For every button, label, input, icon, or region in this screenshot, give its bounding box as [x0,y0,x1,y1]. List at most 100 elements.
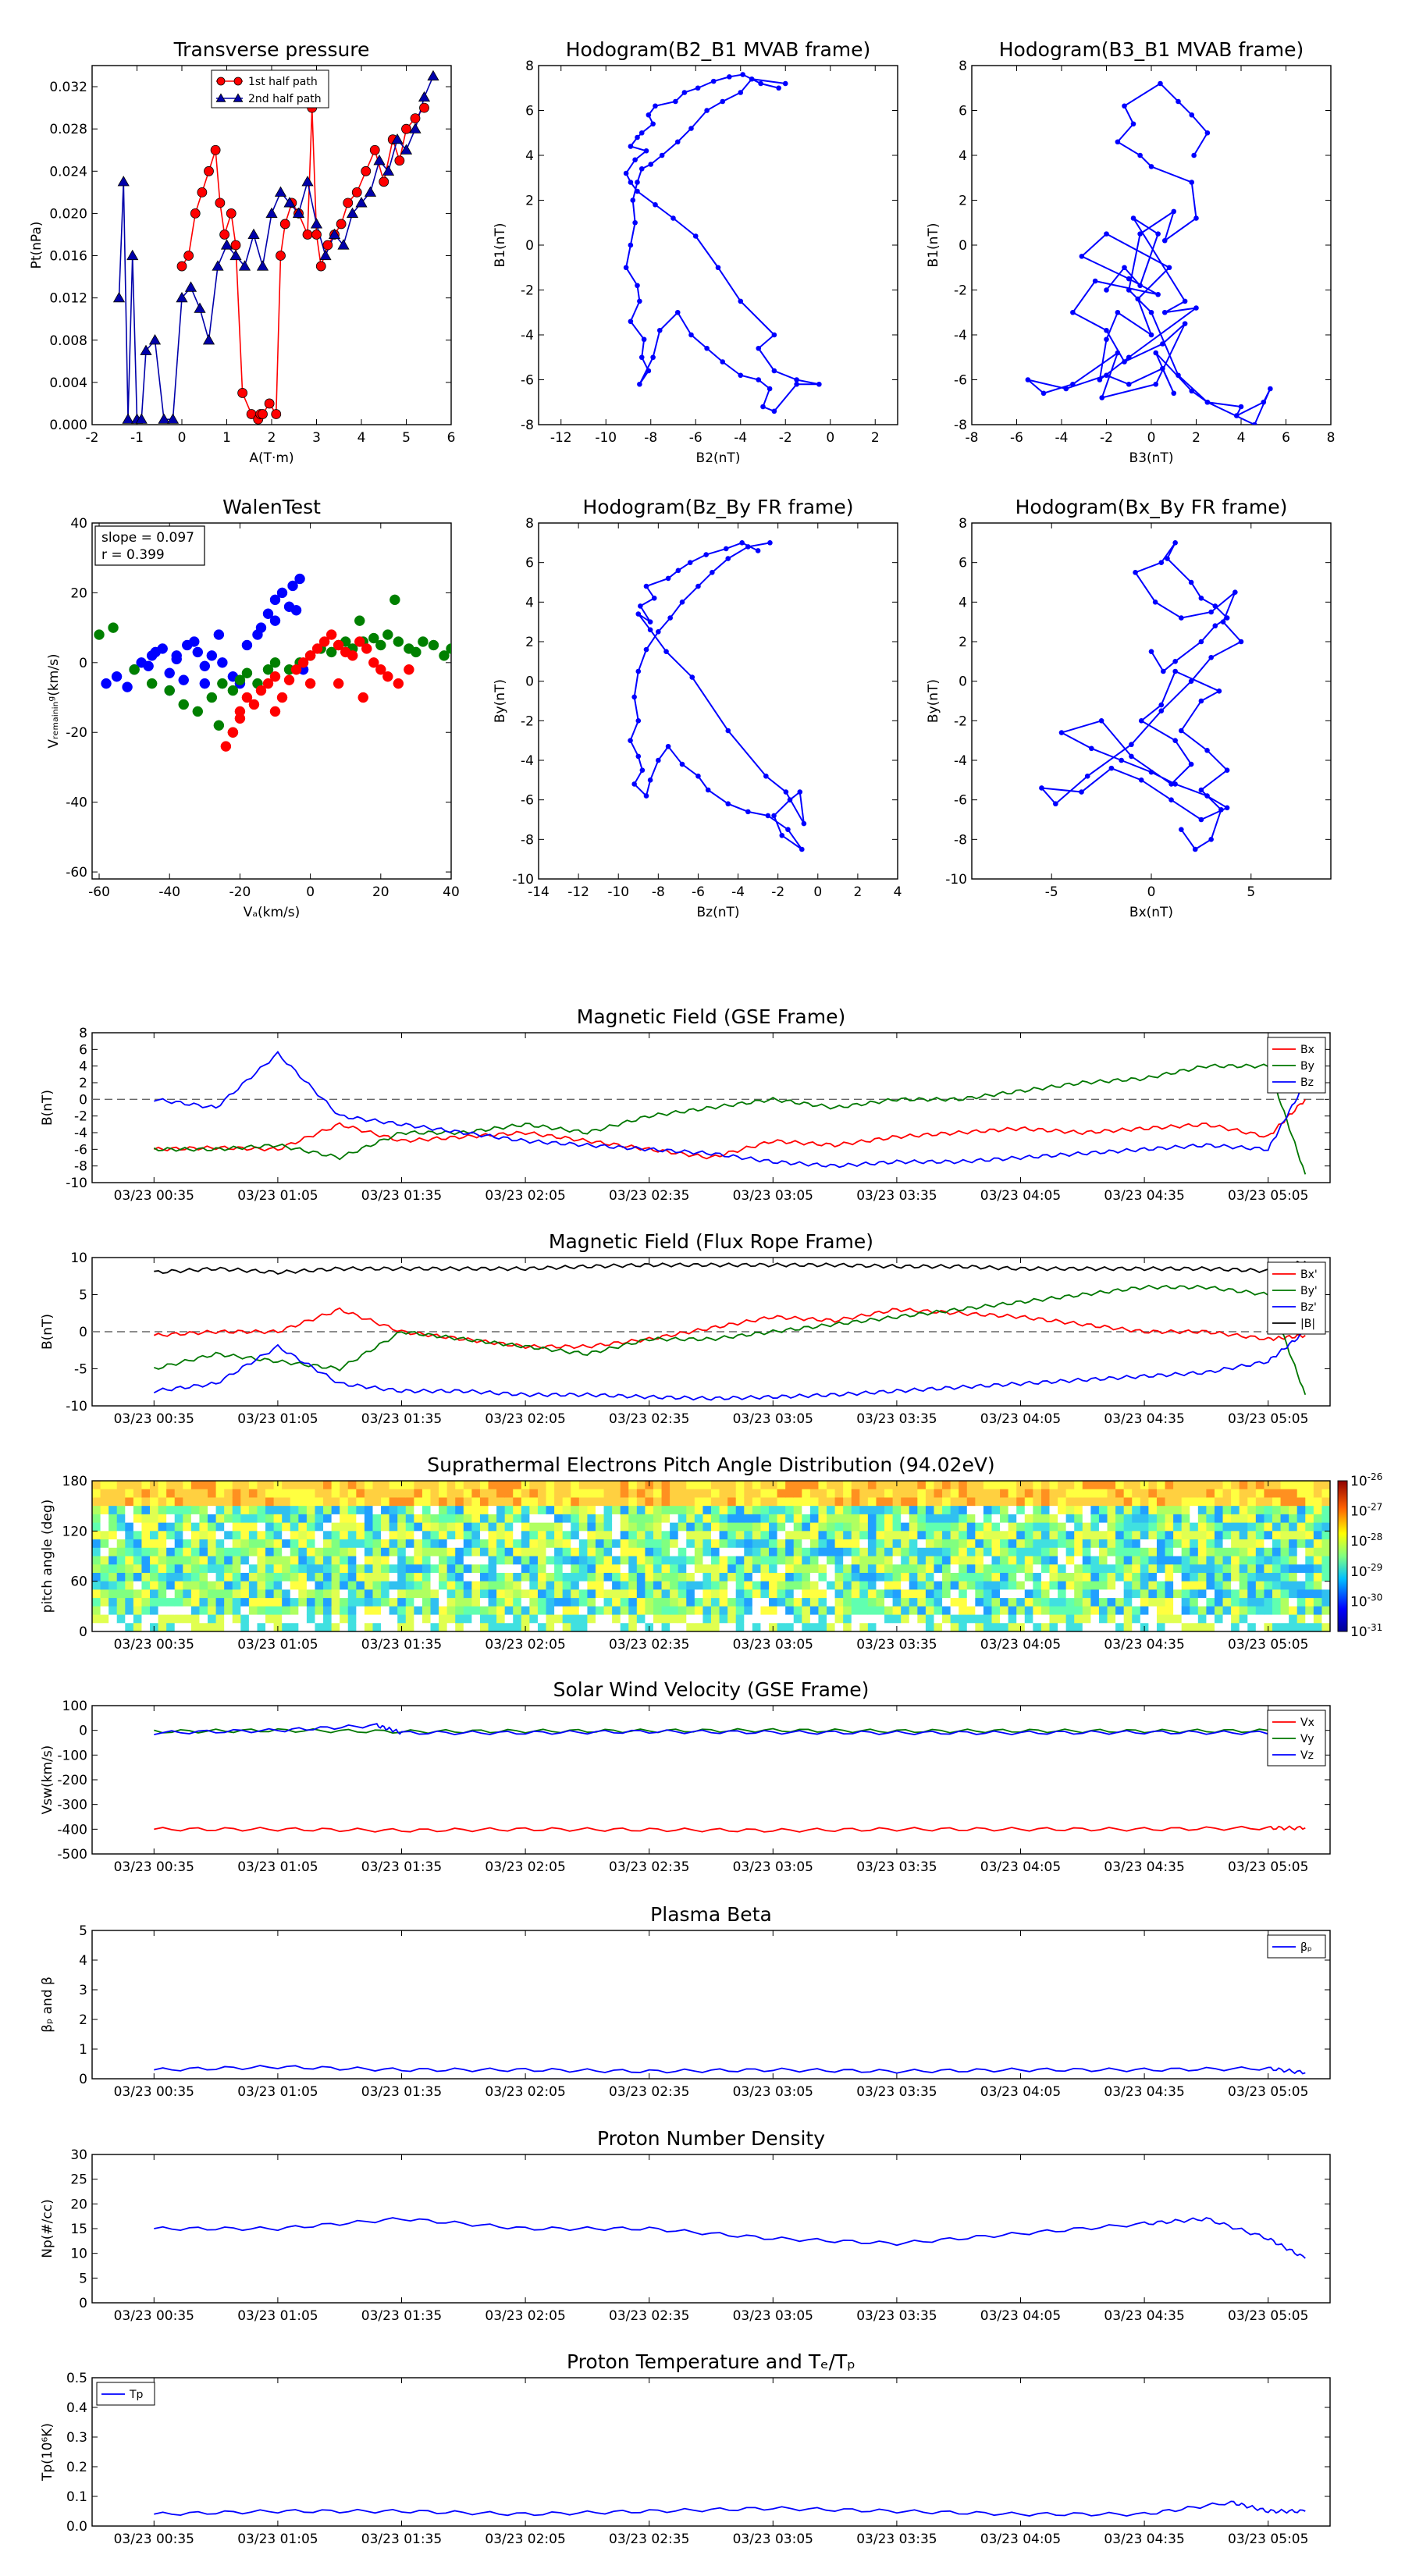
heatmap-cell [1255,1497,1264,1507]
heatmap-cell [323,1547,333,1557]
heatmap-cell [595,1589,605,1599]
heatmap-cell [546,1564,555,1574]
data-point [628,180,634,185]
heatmap-cell [446,1539,456,1549]
heatmap-cell [1305,1514,1314,1524]
heatmap-cell [1107,1547,1116,1557]
heatmap-cell [620,1556,629,1565]
heatmap-cell [537,1481,547,1490]
heatmap-cell [1107,1531,1116,1540]
heatmap-cell [215,1539,225,1549]
heatmap-cell [1058,1547,1067,1557]
heatmap-cell [909,1606,918,1616]
heatmap-cell [306,1556,315,1565]
heatmap-cell [777,1506,786,1515]
heatmap-cell [1148,1514,1158,1524]
heatmap-cell [702,1481,712,1490]
heatmap-cell [537,1589,547,1599]
heatmap-cell [108,1481,118,1490]
heatmap-cell [315,1489,324,1498]
heatmap-cell [455,1572,464,1582]
heatmap-cell [1074,1514,1083,1524]
heatmap-cell [1115,1506,1125,1515]
heatmap-cell [1033,1581,1042,1590]
heatmap-cell [975,1556,984,1565]
y-tick-label: 30 [70,2147,87,2163]
heatmap-cell [1016,1514,1026,1524]
heatmap-cell [661,1514,670,1524]
heatmap-cell [208,1531,217,1540]
y-axis-label-h4: By(nT) [926,679,941,723]
heatmap-cell [661,1539,670,1549]
data-point [1098,718,1104,724]
heatmap-cell [959,1598,968,1607]
heatmap-cell [1181,1572,1190,1582]
data-point [401,123,411,134]
x-tick-label: -10 [607,884,629,900]
heatmap-cell [1024,1547,1033,1557]
time-tick-label: 03/23 04:35 [1104,1637,1184,1653]
data-point [635,283,640,289]
heatmap-cell [1082,1497,1091,1507]
heatmap-cell [571,1572,580,1582]
heatmap-cell [208,1564,217,1574]
heatmap-cell [1181,1514,1190,1524]
heatmap-cell [1305,1481,1314,1490]
heatmap-cell [834,1506,844,1515]
y-tick-label: 4 [525,595,534,610]
heatmap-cell [208,1506,217,1515]
heatmap-cell [1197,1481,1207,1490]
series-group-beta [154,2065,1306,2075]
heatmap-cell [125,1522,134,1532]
heatmap-cell [876,1539,885,1549]
data-point [643,148,649,154]
heatmap-cell [727,1481,737,1490]
heatmap-cell [983,1564,992,1574]
heatmap-cell [1165,1598,1174,1607]
heatmap-cell [925,1514,934,1524]
series-group-h3 [628,540,807,852]
heatmap-cell [199,1497,208,1507]
heatmap-cell [1231,1489,1240,1498]
heatmap-cell [1132,1556,1141,1565]
heatmap-cell [133,1589,142,1599]
data-point [1122,103,1127,109]
heatmap-cell [166,1572,176,1582]
heatmap-cell [364,1514,373,1524]
heatmap-cell [1206,1547,1215,1557]
heatmap-cell [232,1539,241,1549]
heatmap-cell [504,1522,514,1532]
heatmap-cell [1024,1564,1033,1574]
heatmap-cell [562,1564,571,1574]
heatmap-cell [686,1623,695,1632]
heatmap-cell [1214,1514,1224,1524]
heatmap-cell [208,1547,217,1557]
heatmap-cell [199,1506,208,1515]
heatmap-cell [1264,1589,1273,1599]
heatmap-cell [827,1514,836,1524]
heatmap-cell [347,1497,357,1507]
heatmap-cell [1206,1531,1215,1540]
heatmap-cell [183,1598,192,1607]
series-group-h2 [1025,80,1273,425]
heatmap-cell [166,1547,176,1557]
heatmap-cell [1107,1606,1116,1616]
time-tick-label: 03/23 03:05 [733,2532,813,2547]
data-point [650,121,656,127]
heatmap-cell [1289,1623,1298,1632]
data-point [237,388,248,398]
heatmap-cell [1214,1547,1224,1557]
heatmap-cell [389,1539,398,1549]
heatmap-cell [1000,1514,1009,1524]
heatmap-cell [208,1522,217,1532]
heatmap-cell [521,1589,530,1599]
heatmap-cell [587,1556,596,1565]
heatmap-cell [1321,1614,1331,1624]
heatmap-cell [925,1589,934,1599]
heatmap-cell [389,1572,398,1582]
heatmap-cell [240,1598,250,1607]
heatmap-cell [702,1623,712,1632]
heatmap-cell [116,1489,126,1498]
heatmap-cell [1305,1598,1314,1607]
data-point [379,176,389,187]
